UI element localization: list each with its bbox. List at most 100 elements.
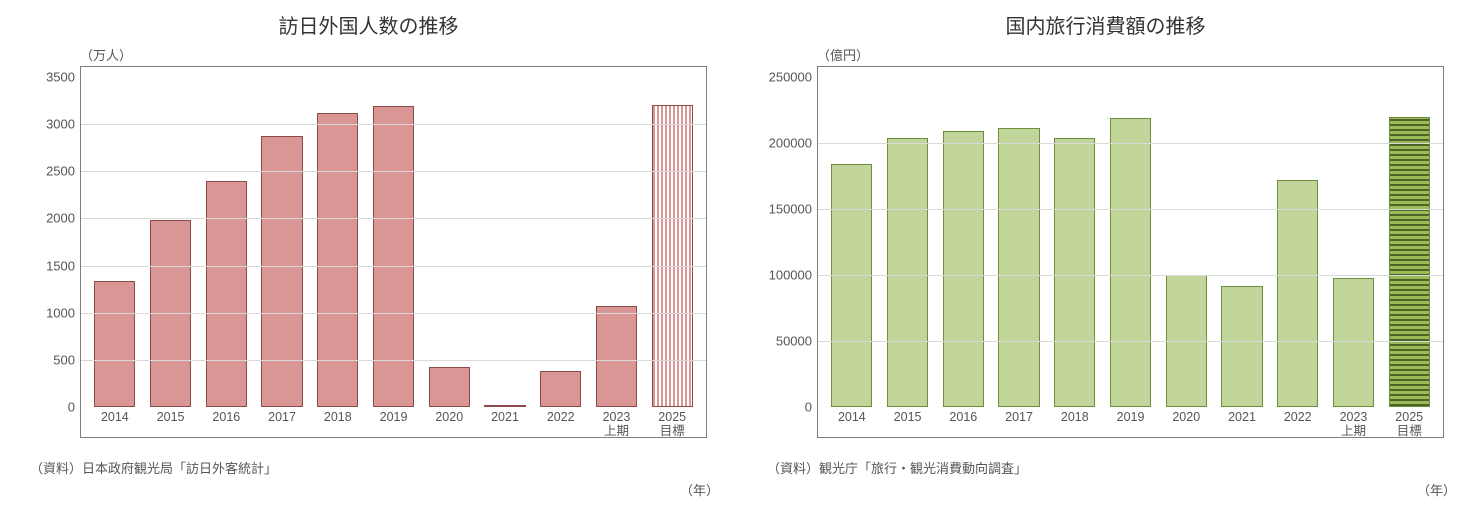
grid-line: [818, 143, 1443, 144]
x-tick-label: 2017: [254, 407, 310, 437]
bar-slot: [1158, 77, 1214, 407]
bar: [652, 105, 693, 407]
bar-slot: [1381, 77, 1437, 407]
bar-slot: [421, 77, 477, 407]
grid-line: [818, 341, 1443, 342]
bar-slot: [824, 77, 880, 407]
y-tick-label: 3500: [46, 70, 81, 85]
grid-line: [81, 171, 706, 172]
x-tick-label: 2015: [143, 407, 199, 437]
x-tick-label: 2020: [1158, 407, 1214, 437]
bar-slot: [991, 77, 1047, 407]
x-tick-label: 2022: [533, 407, 589, 437]
bar: [1333, 278, 1374, 407]
bar-slot: [254, 77, 310, 407]
y-tick-label: 0: [805, 400, 818, 415]
chart-title: 国内旅行消費額の推移: [757, 10, 1454, 39]
bars: [81, 77, 706, 407]
x-axis-unit: （年）: [680, 480, 719, 499]
bar: [373, 106, 414, 407]
bar-slot: [1214, 77, 1270, 407]
x-tick-label: 2016: [935, 407, 991, 437]
x-tick-label: 2018: [310, 407, 366, 437]
y-tick-label: 1000: [46, 305, 81, 320]
bar-slot: [1270, 77, 1326, 407]
grid-line: [81, 360, 706, 361]
x-tick-label: 2014: [824, 407, 880, 437]
bar-slot: [644, 77, 700, 407]
bar: [317, 113, 358, 407]
x-tick-label: 2014: [87, 407, 143, 437]
x-tick-label: 2023 上期: [1326, 407, 1382, 437]
bar-slot: [143, 77, 199, 407]
left-panel: 訪日外国人数の推移 （万人） 0500100015002000250030003…: [0, 0, 737, 517]
y-tick-label: 1500: [46, 258, 81, 273]
x-tick-label: 2016: [198, 407, 254, 437]
x-tick-label: 2019: [1103, 407, 1159, 437]
x-tick-label: 2021: [1214, 407, 1270, 437]
bar-slot: [477, 77, 533, 407]
grid-line: [818, 209, 1443, 210]
plot-area: 050000100000150000200000250000: [818, 77, 1443, 407]
x-tick-label: 2025 目標: [1381, 407, 1437, 437]
source-note: （資料）観光庁「旅行・観光消費動向調査」: [767, 458, 1454, 477]
x-tick-label: 2018: [1047, 407, 1103, 437]
bar: [94, 281, 135, 407]
x-tick-label: 2019: [366, 407, 422, 437]
x-tick-label: 2025 目標: [644, 407, 700, 437]
x-axis-unit: （年）: [1417, 480, 1456, 499]
right-panel: 国内旅行消費額の推移 （億円） 050000100000150000200000…: [737, 0, 1474, 517]
x-tick-label: 2020: [421, 407, 477, 437]
y-unit: （億円）: [817, 45, 1454, 64]
bar-slot: [533, 77, 589, 407]
bar-slot: [310, 77, 366, 407]
bar: [1277, 180, 1318, 407]
bar-slot: [198, 77, 254, 407]
bar: [261, 136, 302, 407]
y-tick-label: 0: [68, 400, 81, 415]
x-tick-label: 2023 上期: [589, 407, 645, 437]
bar-slot: [366, 77, 422, 407]
bar: [1110, 118, 1151, 407]
y-tick-label: 500: [53, 352, 81, 367]
y-tick-label: 50000: [776, 334, 818, 349]
x-tick-label: 2021: [477, 407, 533, 437]
page: 訪日外国人数の推移 （万人） 0500100015002000250030003…: [0, 0, 1474, 517]
bar: [1054, 138, 1095, 407]
bar-slot: [880, 77, 936, 407]
y-tick-label: 200000: [769, 136, 818, 151]
bar: [596, 306, 637, 407]
y-tick-label: 2500: [46, 164, 81, 179]
y-tick-label: 150000: [769, 202, 818, 217]
bar-slot: [87, 77, 143, 407]
grid-line: [81, 266, 706, 267]
bar-slot: [589, 77, 645, 407]
grid-line: [818, 275, 1443, 276]
y-tick-label: 100000: [769, 268, 818, 283]
y-tick-label: 250000: [769, 70, 818, 85]
bar: [540, 371, 581, 407]
x-labels: 2014201520162017201820192020202120222023…: [818, 407, 1443, 437]
x-tick-label: 2015: [880, 407, 936, 437]
chart-frame: 050000100000150000200000250000 201420152…: [817, 66, 1444, 438]
source-note: （資料）日本政府観光局「訪日外客統計」: [30, 458, 717, 477]
bar: [1221, 286, 1262, 407]
bar: [1389, 117, 1430, 407]
y-tick-label: 2000: [46, 211, 81, 226]
x-labels: 2014201520162017201820192020202120222023…: [81, 407, 706, 437]
bar: [887, 138, 928, 407]
bar-slot: [1326, 77, 1382, 407]
bar: [998, 128, 1039, 407]
grid-line: [81, 313, 706, 314]
y-unit: （万人）: [80, 45, 717, 64]
plot-area: 0500100015002000250030003500: [81, 77, 706, 407]
chart-frame: 0500100015002000250030003500 20142015201…: [80, 66, 707, 438]
bar-slot: [935, 77, 991, 407]
bar-slot: [1103, 77, 1159, 407]
bar: [429, 367, 470, 407]
x-tick-label: 2022: [1270, 407, 1326, 437]
bar: [206, 181, 247, 407]
y-tick-label: 3000: [46, 117, 81, 132]
chart-title: 訪日外国人数の推移: [20, 10, 717, 39]
bar: [831, 164, 872, 407]
